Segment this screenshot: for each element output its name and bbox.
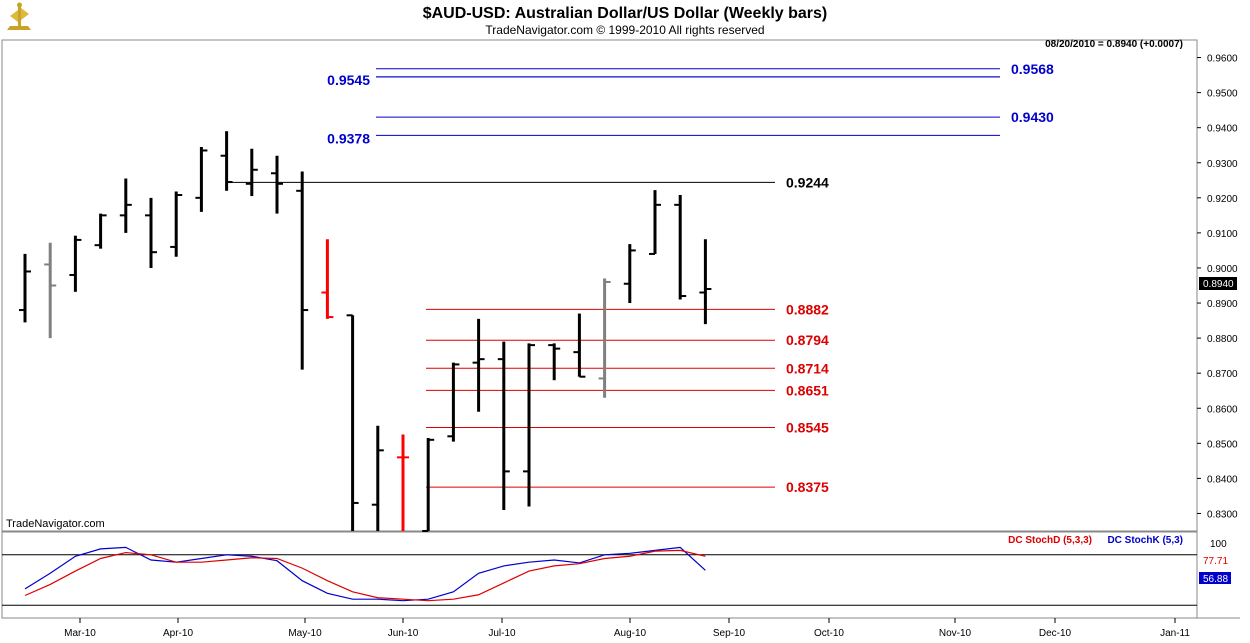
stoch-k-legend: DC StochK (5,3) (1107, 535, 1183, 546)
level-label: 0.8882 (786, 301, 829, 317)
ohlc-bar (44, 242, 57, 339)
quote-text: 08/20/2010 = 0.8940 (+0.0007) (1045, 39, 1183, 50)
ohlc-bar (523, 343, 535, 507)
ohlc-bar (699, 239, 712, 325)
price-bars (19, 131, 712, 532)
last-price-label: 0.8940 (1203, 279, 1234, 290)
ohlc-bar (397, 434, 409, 531)
time-tick-label: Nov-10 (939, 628, 972, 639)
trade-navigator-logo-icon (7, 2, 31, 30)
stoch-axis-100: 100 (1210, 539, 1227, 550)
stoch-d-line (24, 549, 706, 602)
time-tick-label: Jan-11 (1160, 628, 1190, 639)
ohlc-bar (220, 131, 233, 191)
price-panel-frame (1, 39, 1198, 532)
ohlc-bar (674, 195, 687, 300)
price-tick-label: 0.8900 (1207, 299, 1238, 310)
ohlc-bar (296, 171, 309, 370)
level-label: 0.8651 (786, 382, 829, 398)
ohlc-bar (371, 425, 384, 531)
time-axis-ticks: Mar-10 Apr-10 May-10 Jun-10 Jul-10 Aug-10 Sep-… (64, 618, 1190, 639)
price-tick-label: 0.8700 (1207, 369, 1238, 380)
watermark-text: TradeNavigator.com (6, 518, 105, 530)
price-tick-label: 0.8800 (1207, 334, 1238, 345)
time-tick-label: Oct-10 (814, 628, 844, 639)
price-tick-label: 0.8300 (1207, 509, 1238, 520)
ohlc-bar (598, 278, 611, 398)
time-tick-label: Sep-10 (713, 628, 746, 639)
ohlc-bar (245, 148, 258, 197)
last-price-marker: 0.8940 (1199, 277, 1237, 290)
level-label: 0.9244 (786, 174, 829, 190)
stochastic-panel: DC StochD (5,3,3) DC StochK (5,3) 100 77… (2, 535, 1231, 606)
price-tick-label: 0.9200 (1207, 194, 1238, 205)
ohlc-bar (271, 155, 283, 214)
ohlc-bar (649, 190, 661, 255)
ohlc-bar (195, 146, 208, 212)
ohlc-bar (69, 235, 82, 292)
time-tick-label: Jun-10 (388, 628, 419, 639)
price-tick-label: 0.8500 (1207, 439, 1238, 450)
level-label: 0.9568 (1011, 61, 1054, 77)
time-tick-label: Aug-10 (614, 628, 647, 639)
price-tick-label: 0.9300 (1207, 159, 1238, 170)
level-label: 0.9430 (1011, 109, 1054, 125)
time-tick-label: Dec-10 (1039, 628, 1072, 639)
price-tick-label: 0.9400 (1207, 124, 1238, 135)
level-label: 0.8545 (786, 420, 829, 436)
stoch-k-value: 56.88 (1203, 574, 1228, 585)
time-tick-label: May-10 (288, 628, 322, 639)
ohlc-bar (145, 197, 157, 268)
stoch-d-value: 77.71 (1203, 556, 1228, 567)
ohlc-bar (548, 343, 561, 381)
level-label: 0.9545 (327, 72, 370, 88)
price-tick-label: 0.8400 (1207, 474, 1238, 485)
level-label: 0.9378 (327, 130, 370, 146)
level-label: 0.8794 (786, 332, 829, 348)
time-tick-label: Jul-10 (488, 628, 516, 639)
ohlc-bar (422, 438, 435, 532)
stoch-d-value-box (1199, 554, 1231, 566)
ohlc-bar (94, 213, 107, 249)
ohlc-bar (447, 362, 460, 442)
ohlc-bar (170, 191, 183, 257)
time-tick-label: Mar-10 (64, 628, 96, 639)
stochastic-panel-frame (1, 531, 1198, 619)
ohlc-bar (573, 313, 586, 378)
level-label: 0.8375 (786, 479, 829, 495)
price-levels: 0.9568 0.9545 0.9430 0.9378 0.9244 0.8882 0.87… (226, 61, 1054, 495)
ohlc-bar (119, 178, 132, 233)
ohlc-bar (321, 239, 334, 319)
price-tick-label: 0.8600 (1207, 404, 1238, 415)
level-label: 0.8714 (786, 360, 829, 376)
copyright-text: TradeNavigator.com © 1999-2010 All right… (485, 23, 764, 37)
ohlc-bar (346, 314, 359, 531)
price-tick-label: 0.9100 (1207, 229, 1238, 240)
ohlc-bar (623, 244, 636, 304)
stoch-k-value-box (1199, 572, 1231, 584)
price-tick-label: 0.9500 (1207, 89, 1238, 100)
ohlc-bar (472, 318, 485, 412)
price-axis-ticks: 0.8300 0.8400 0.8500 0.8600 0.8700 0.8800 0.89… (1197, 54, 1238, 520)
price-tick-label: 0.9600 (1207, 54, 1238, 65)
ohlc-bar (497, 341, 510, 510)
stoch-d-legend: DC StochD (5,3,3) (1008, 535, 1092, 546)
price-tick-label: 0.9000 (1207, 264, 1238, 275)
ohlc-bar (19, 253, 31, 323)
last-price-box (1199, 277, 1237, 290)
time-tick-label: Apr-10 (163, 628, 193, 639)
chart-title: $AUD-USD: Australian Dollar/US Dollar (W… (423, 5, 828, 22)
